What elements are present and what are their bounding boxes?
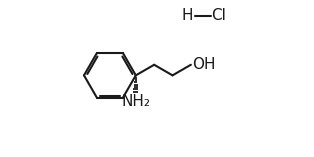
Text: NH₂: NH₂ (121, 94, 150, 109)
Text: OH: OH (192, 57, 216, 72)
Text: H: H (182, 8, 193, 23)
Text: Cl: Cl (212, 8, 226, 23)
